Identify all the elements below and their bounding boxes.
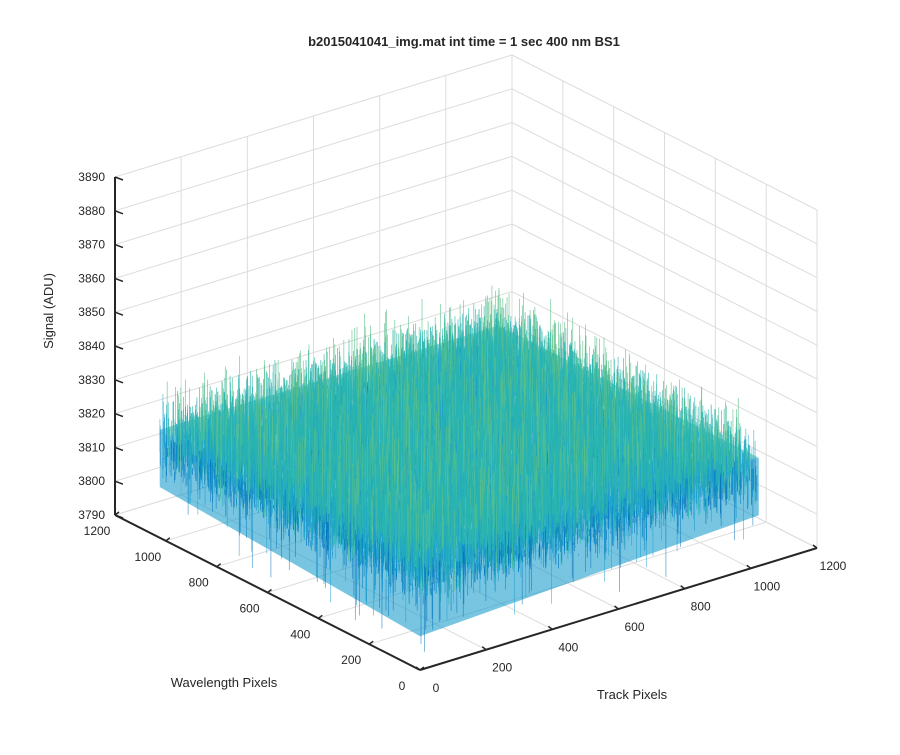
- surface-plot: 0200400600800100012000200400600800100012…: [0, 0, 900, 750]
